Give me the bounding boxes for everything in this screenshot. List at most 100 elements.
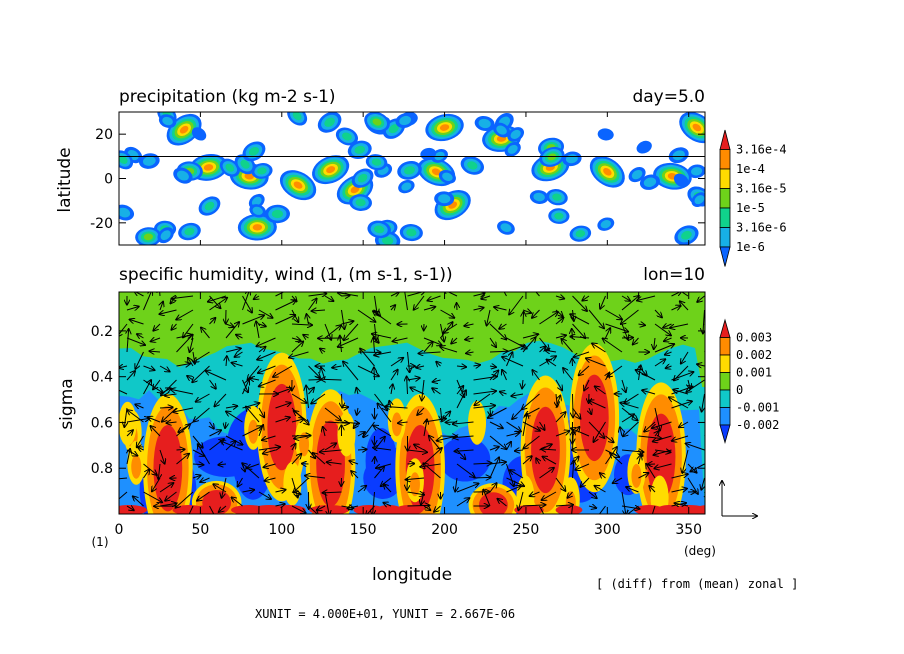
wind-vector — [518, 491, 524, 510]
wind-vector — [303, 335, 308, 338]
wind-vector — [273, 365, 293, 377]
wind-vector — [275, 388, 292, 395]
wind-vector — [289, 351, 309, 358]
wind-vector — [588, 309, 604, 328]
precip-day-label: day=5.0 — [632, 87, 705, 107]
humidity-xtick-label: 200 — [431, 522, 458, 538]
wind-vector — [159, 407, 173, 408]
wind-vector — [308, 388, 314, 395]
wind-vector — [489, 323, 506, 339]
colorbar-swatch — [719, 227, 731, 248]
wind-vector — [414, 445, 425, 451]
colorbar-swatch — [719, 149, 731, 170]
wind-vector — [373, 338, 374, 353]
wind-vector — [374, 367, 375, 381]
wind-vector — [119, 389, 128, 395]
wind-vector — [436, 362, 440, 366]
wind-vector — [555, 412, 565, 423]
wind-vector — [374, 467, 385, 479]
wind-vector — [481, 296, 491, 299]
wind-vector — [226, 356, 227, 367]
wind-vector — [494, 307, 507, 310]
wind-vector — [341, 407, 349, 408]
humidity-ytick-label: 0.2 — [91, 324, 113, 340]
wind-vector — [194, 351, 210, 362]
precip-cell — [493, 122, 511, 138]
wind-vector — [681, 351, 689, 364]
wind-vector — [509, 295, 524, 314]
humidity-plume — [337, 412, 356, 457]
wind-vector — [432, 388, 441, 395]
precip-cell — [434, 191, 455, 207]
wind-vector — [555, 431, 569, 437]
wind-vector — [137, 334, 144, 338]
wind-vector — [592, 343, 606, 353]
wind-vector — [232, 497, 243, 507]
wind-vector — [572, 295, 587, 311]
wind-vector — [390, 370, 398, 381]
precip-cell — [679, 112, 705, 144]
wind-vector — [357, 365, 379, 376]
wind-vector — [489, 457, 499, 479]
wind-vector — [242, 295, 252, 313]
wind-vector — [515, 450, 524, 451]
humidity-panel: specific humidity, wind (1, (m s-1, s-1)… — [57, 265, 798, 621]
wind-vector — [588, 421, 604, 438]
precip-cell — [438, 169, 456, 184]
wind-vector — [407, 377, 408, 395]
wind-vector — [522, 393, 540, 409]
humidity-plume — [244, 405, 263, 450]
humidity-xlabel: longitude — [372, 565, 452, 585]
colorbar-swatch — [719, 424, 731, 444]
wind-vector — [572, 407, 581, 419]
wind-vector — [291, 454, 301, 465]
wind-vector — [511, 394, 524, 396]
wind-vector — [649, 486, 656, 493]
wind-vector — [522, 505, 545, 506]
wind-vector — [192, 365, 210, 382]
humidity-ytick-label: 0.6 — [91, 415, 113, 431]
wind-vector — [383, 503, 392, 506]
wind-vector — [417, 407, 425, 415]
precip-cell — [351, 168, 374, 188]
wind-vector — [539, 346, 546, 353]
wind-vector — [308, 294, 327, 296]
wind-vector — [265, 478, 276, 481]
wind-vector — [595, 486, 606, 493]
wind-vector — [503, 292, 507, 297]
humidity-plume — [283, 461, 302, 506]
wind-vector — [638, 292, 640, 297]
wind-vector — [646, 464, 656, 479]
wind-vector — [466, 352, 474, 353]
precip-cell — [548, 208, 570, 224]
wind-vector — [130, 320, 144, 325]
wind-vector — [171, 323, 176, 330]
wind-vector — [126, 418, 149, 423]
wind-vector — [225, 324, 234, 327]
wind-vector — [242, 463, 260, 479]
wind-vector — [428, 295, 441, 301]
x-unit-label: (deg) — [684, 544, 716, 558]
wind-vector — [259, 379, 276, 386]
wind-vector — [672, 435, 689, 441]
wind-vector — [194, 407, 210, 421]
colorbar-label: 1e-4 — [736, 162, 765, 176]
humidity-xtick-label: 350 — [675, 522, 702, 538]
wind-vector — [610, 453, 623, 465]
wind-vector — [327, 462, 342, 464]
wind-vector — [456, 463, 475, 477]
wind-vector — [320, 349, 325, 352]
wind-vector — [201, 327, 210, 339]
wind-vector — [456, 366, 466, 367]
wind-vector — [176, 454, 190, 465]
wind-vector — [456, 390, 466, 409]
wind-vector — [582, 296, 590, 301]
precip-cell — [674, 225, 699, 245]
wind-vector — [232, 363, 243, 366]
wind-vector — [654, 449, 672, 455]
wind-vector — [580, 477, 590, 487]
wind-vector — [573, 460, 574, 479]
wind-vector — [126, 506, 134, 510]
wind-vector — [489, 435, 506, 449]
wind-vector — [675, 503, 689, 506]
